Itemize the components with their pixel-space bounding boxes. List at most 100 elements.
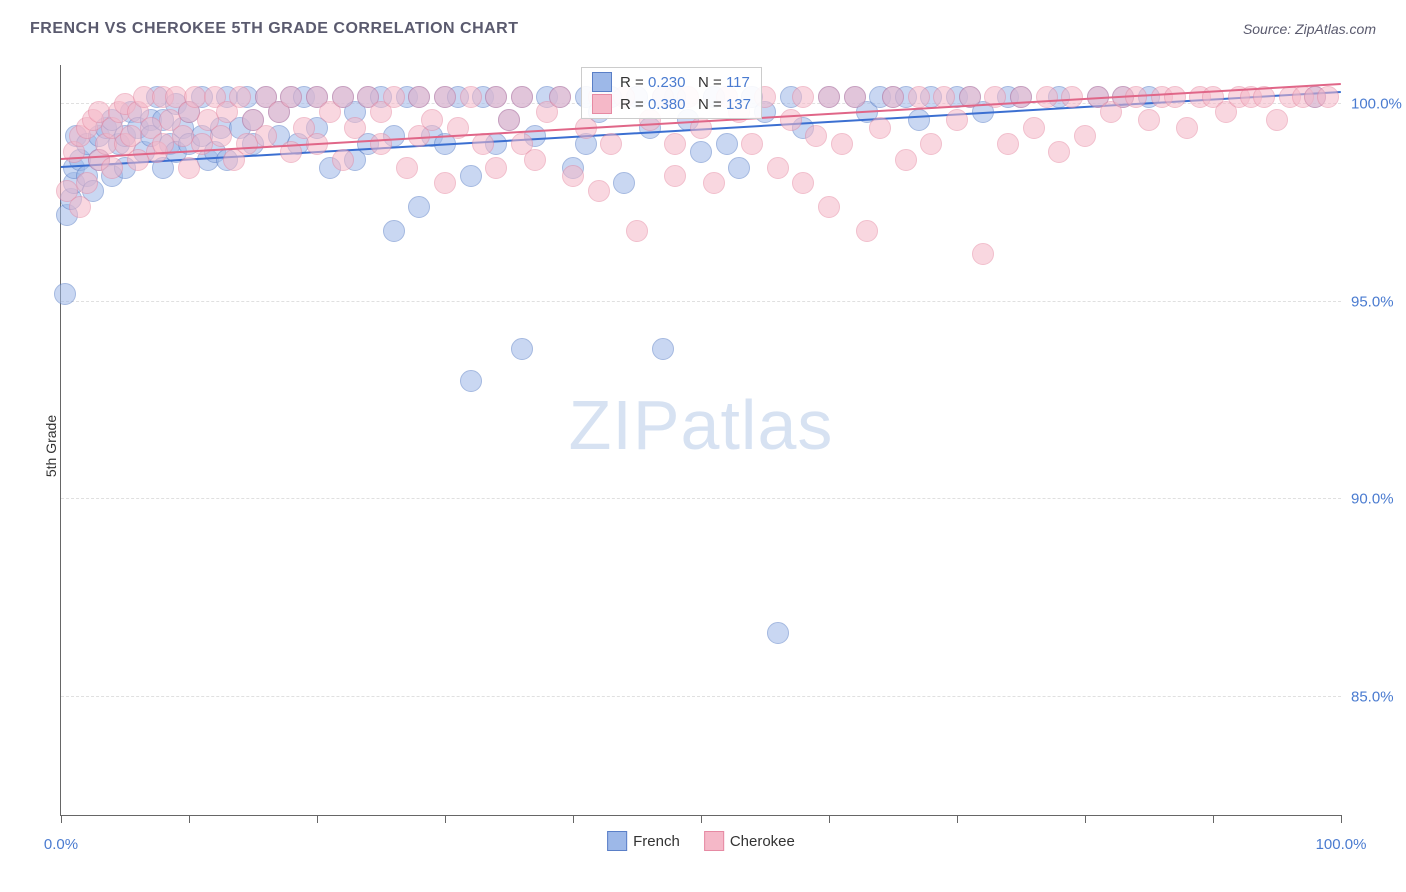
legend-stats-row: R = 0.380 N = 137 <box>592 94 751 114</box>
title-row: FRENCH VS CHEROKEE 5TH GRADE CORRELATION… <box>30 20 1376 38</box>
scatter-point <box>210 125 232 147</box>
legend-series-label: French <box>633 833 680 850</box>
scatter-point <box>780 109 802 131</box>
legend-stats-text: R = 0.230 N = 117 <box>620 74 750 91</box>
legend-stats: R = 0.230 N = 117 R = 0.380 N = 137 <box>581 67 762 119</box>
scatter-point <box>485 157 507 179</box>
scatter-point <box>1010 86 1032 108</box>
legend-stats-text: R = 0.380 N = 137 <box>620 96 751 113</box>
scatter-point <box>332 149 354 171</box>
scatter-point <box>524 149 546 171</box>
scatter-point <box>178 157 200 179</box>
scatter-point <box>229 86 251 108</box>
scatter-point <box>728 157 750 179</box>
scatter-point <box>280 86 302 108</box>
scatter-point <box>831 133 853 155</box>
ytick-label: 85.0% <box>1351 688 1406 705</box>
xtick-label-left: 0.0% <box>21 836 101 853</box>
xtick <box>573 815 574 823</box>
legend-series-item: French <box>607 831 680 851</box>
scatter-point <box>1164 86 1186 108</box>
scatter-point <box>844 86 866 108</box>
ytick-label: 100.0% <box>1351 96 1406 113</box>
scatter-point <box>485 86 507 108</box>
scatter-point <box>76 172 98 194</box>
scatter-point <box>652 338 674 360</box>
scatter-point <box>408 86 430 108</box>
scatter-point <box>908 109 930 131</box>
scatter-point <box>511 338 533 360</box>
xtick <box>317 815 318 823</box>
ytick-label: 90.0% <box>1351 491 1406 508</box>
watermark-atlas: atlas <box>681 386 834 464</box>
legend-swatch <box>592 72 612 92</box>
scatter-point <box>460 165 482 187</box>
legend-swatch <box>607 831 627 851</box>
scatter-point <box>703 172 725 194</box>
scatter-point <box>421 109 443 131</box>
scatter-point <box>1176 117 1198 139</box>
scatter-point <box>946 109 968 131</box>
scatter-point <box>396 157 418 179</box>
scatter-point <box>626 220 648 242</box>
xtick <box>701 815 702 823</box>
legend-series: French Cherokee <box>607 831 795 851</box>
scatter-point <box>434 172 456 194</box>
scatter-point <box>869 117 891 139</box>
scatter-point <box>332 86 354 108</box>
scatter-point <box>933 86 955 108</box>
scatter-point <box>549 86 571 108</box>
scatter-point <box>792 172 814 194</box>
gridline-h <box>61 301 1341 302</box>
ytick-label: 95.0% <box>1351 293 1406 310</box>
source-label: Source: ZipAtlas.com <box>1243 21 1376 37</box>
scatter-point <box>716 133 738 155</box>
scatter-point <box>408 196 430 218</box>
watermark-zip: ZIP <box>569 386 681 464</box>
scatter-point <box>920 133 942 155</box>
scatter-point <box>767 157 789 179</box>
scatter-point <box>255 125 277 147</box>
legend-series-item: Cherokee <box>704 831 795 851</box>
scatter-point <box>1048 141 1070 163</box>
scatter-point <box>613 172 635 194</box>
scatter-point <box>344 117 366 139</box>
scatter-point <box>1317 86 1339 108</box>
scatter-point <box>664 133 686 155</box>
scatter-point <box>1266 109 1288 131</box>
scatter-point <box>434 86 456 108</box>
scatter-point <box>69 196 91 218</box>
y-axis-label: 5th Grade <box>43 415 59 477</box>
scatter-point <box>600 133 622 155</box>
watermark: ZIPatlas <box>569 385 834 465</box>
scatter-point <box>1138 109 1160 131</box>
scatter-point <box>588 180 610 202</box>
scatter-point <box>741 133 763 155</box>
legend-swatch <box>592 94 612 114</box>
scatter-point <box>1061 86 1083 108</box>
scatter-point <box>972 243 994 265</box>
legend-stats-row: R = 0.230 N = 117 <box>592 72 751 92</box>
legend-swatch <box>704 831 724 851</box>
scatter-point <box>818 196 840 218</box>
legend-series-label: Cherokee <box>730 833 795 850</box>
xtick <box>61 815 62 823</box>
scatter-point <box>856 220 878 242</box>
scatter-point <box>383 86 405 108</box>
gridline-h <box>61 498 1341 499</box>
plot-area: ZIPatlas 85.0%90.0%95.0%100.0%0.0%100.0%… <box>60 65 1341 816</box>
scatter-point <box>498 109 520 131</box>
scatter-point <box>1074 125 1096 147</box>
scatter-point <box>664 165 686 187</box>
scatter-point <box>460 370 482 392</box>
xtick <box>1213 815 1214 823</box>
scatter-point <box>562 165 584 187</box>
xtick-label-right: 100.0% <box>1301 836 1381 853</box>
scatter-point <box>1023 117 1045 139</box>
xtick <box>445 815 446 823</box>
xtick <box>829 815 830 823</box>
scatter-point <box>370 133 392 155</box>
xtick <box>957 815 958 823</box>
scatter-point <box>908 86 930 108</box>
scatter-point <box>767 622 789 644</box>
